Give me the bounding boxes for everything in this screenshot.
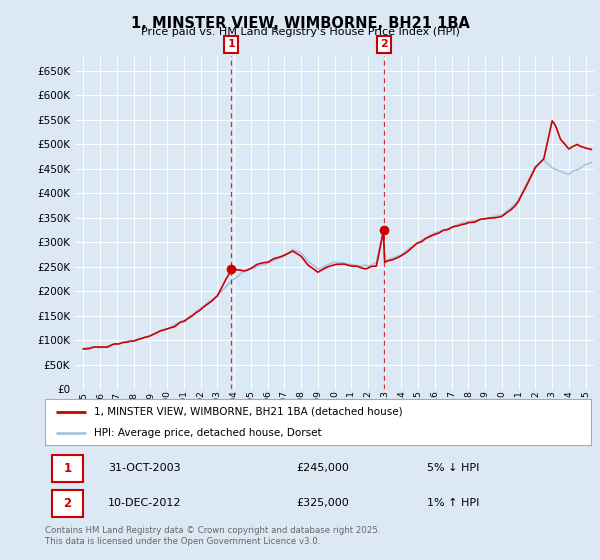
- Text: 1: 1: [64, 461, 71, 475]
- FancyBboxPatch shape: [52, 490, 83, 517]
- Text: 1% ↑ HPI: 1% ↑ HPI: [427, 498, 479, 508]
- Text: 1: 1: [227, 39, 235, 49]
- Text: 1, MINSTER VIEW, WIMBORNE, BH21 1BA (detached house): 1, MINSTER VIEW, WIMBORNE, BH21 1BA (det…: [94, 407, 403, 417]
- Text: 1, MINSTER VIEW, WIMBORNE, BH21 1BA: 1, MINSTER VIEW, WIMBORNE, BH21 1BA: [131, 16, 469, 31]
- Text: 2: 2: [380, 39, 388, 49]
- Text: 2: 2: [64, 497, 71, 510]
- FancyBboxPatch shape: [52, 455, 83, 482]
- Text: Contains HM Land Registry data © Crown copyright and database right 2025.
This d: Contains HM Land Registry data © Crown c…: [45, 526, 380, 546]
- Bar: [231, 56, 384, 389]
- Text: £245,000: £245,000: [296, 463, 349, 473]
- Text: HPI: Average price, detached house, Dorset: HPI: Average price, detached house, Dors…: [94, 428, 322, 438]
- Text: 31-OCT-2003: 31-OCT-2003: [108, 463, 181, 473]
- Text: 5% ↓ HPI: 5% ↓ HPI: [427, 463, 479, 473]
- Text: Price paid vs. HM Land Registry's House Price Index (HPI): Price paid vs. HM Land Registry's House …: [140, 27, 460, 37]
- Text: 10-DEC-2012: 10-DEC-2012: [108, 498, 181, 508]
- Text: £325,000: £325,000: [296, 498, 349, 508]
